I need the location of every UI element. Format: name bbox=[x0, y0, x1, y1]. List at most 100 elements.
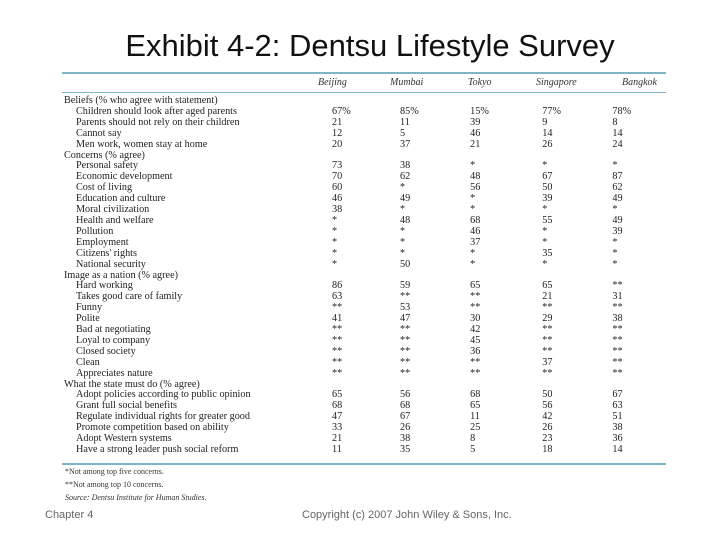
cell-value: 68 bbox=[332, 400, 343, 412]
cell-value: 86 bbox=[332, 280, 343, 292]
table-row: Moral civilization 38 * * * * bbox=[64, 204, 666, 216]
cell-value: ** bbox=[612, 367, 623, 379]
row-label: Regulate individual rights for greater g… bbox=[76, 411, 250, 423]
cell-value: 24 bbox=[612, 138, 623, 150]
cell-value: * bbox=[332, 247, 338, 259]
cell-value: 50 bbox=[400, 258, 411, 270]
section-label: Beliefs (% who agree with statement) bbox=[64, 95, 218, 106]
cell-value: * bbox=[332, 214, 338, 226]
table-row: Adopt Western systems 21 38 8 23 36 bbox=[64, 433, 666, 445]
cell-value: 63 bbox=[332, 291, 343, 303]
table-row: Parents should not rely on their childre… bbox=[64, 116, 666, 129]
cell-value: 45 bbox=[470, 334, 481, 346]
cell-value: 39 bbox=[542, 193, 553, 205]
cell-value: 41 bbox=[332, 313, 343, 325]
cell-value: 67 bbox=[612, 389, 623, 401]
cell-value: 23 bbox=[542, 433, 553, 445]
cell-value: 48 bbox=[470, 171, 481, 183]
row-label: Cost of living bbox=[76, 182, 133, 194]
table-row: Education and culture 46 49 * 39 49 bbox=[64, 193, 666, 205]
column-header-bangkok: Bangkok bbox=[622, 77, 657, 88]
table-row: Have a strong leader push social reform 1… bbox=[64, 444, 666, 456]
cell-value: 12 bbox=[332, 127, 343, 139]
cell-value: ** bbox=[612, 356, 623, 368]
row-label: Moral civilization bbox=[76, 204, 150, 216]
cell-value: 5 bbox=[470, 444, 476, 455]
table-row: Clean ** ** ** 37 ** bbox=[64, 356, 666, 369]
row-label: Appreciates nature bbox=[76, 367, 153, 379]
cell-value: * bbox=[470, 247, 476, 259]
cell-value: 65 bbox=[332, 389, 343, 401]
cell-value: 50 bbox=[542, 182, 553, 194]
cell-value: * bbox=[470, 204, 476, 216]
table-row: Pollution * * 46 * 39 bbox=[64, 225, 666, 238]
cell-value bbox=[542, 271, 612, 282]
cell-value: 39 bbox=[470, 116, 481, 128]
cell-value bbox=[400, 271, 470, 282]
row-label: Citizens' rights bbox=[76, 247, 137, 259]
footnote-source: Source: Dentsu Institute for Human Studi… bbox=[65, 493, 207, 502]
cell-value: ** bbox=[612, 280, 623, 292]
cell-value: 53 bbox=[400, 302, 411, 314]
cell-value: 68 bbox=[400, 400, 411, 412]
cell-value: 35 bbox=[542, 247, 553, 259]
table-row: Grant full social benefits 68 68 65 56 63 bbox=[64, 400, 666, 412]
survey-table: Beliefs (% who agree with statement) Chil… bbox=[64, 95, 666, 456]
cell-value: * bbox=[400, 225, 406, 237]
section-row: What the state must do (% agree) bbox=[64, 379, 666, 391]
section-row: Concerns (% agree) bbox=[64, 150, 666, 162]
row-label: Grant full social benefits bbox=[76, 400, 177, 412]
row-label: Bad at negotiating bbox=[76, 324, 151, 336]
row-label: Employment bbox=[76, 236, 129, 248]
cell-value: 46 bbox=[332, 193, 343, 205]
cell-value: * bbox=[542, 258, 548, 270]
row-label: Health and welfare bbox=[76, 214, 154, 226]
column-header-singapore: Singapore bbox=[536, 77, 577, 88]
table-bottom-rule bbox=[62, 463, 666, 465]
cell-value: 56 bbox=[400, 389, 411, 401]
cell-value: 11 bbox=[470, 411, 480, 423]
cell-value: 67% bbox=[332, 105, 351, 117]
table-row: Cannot say 12 5 46 14 14 bbox=[64, 127, 666, 140]
cell-value: ** bbox=[332, 345, 343, 357]
cell-value bbox=[542, 380, 612, 391]
cell-value: * bbox=[400, 204, 406, 216]
cell-value bbox=[400, 151, 470, 162]
row-label: Parents should not rely on their childre… bbox=[76, 116, 240, 128]
row-label: Men work, women stay at home bbox=[76, 138, 208, 150]
cell-value: 11 bbox=[400, 116, 410, 128]
cell-value: 38 bbox=[612, 313, 623, 325]
cell-value: ** bbox=[332, 334, 343, 346]
cell-value: 8 bbox=[612, 116, 618, 128]
cell-value: 37 bbox=[470, 236, 481, 248]
cell-value: 51 bbox=[612, 411, 623, 423]
cell-value bbox=[470, 380, 542, 391]
row-label: Polite bbox=[76, 313, 100, 325]
cell-value: 39 bbox=[612, 225, 623, 237]
table-row: Economic development 70 62 48 67 87 bbox=[64, 171, 666, 183]
cell-value: ** bbox=[400, 356, 411, 368]
table-row: Closed society ** ** 36 ** ** bbox=[64, 345, 666, 358]
section-label: Image as a nation (% agree) bbox=[64, 269, 178, 281]
table-row: Employment * * 37 * * bbox=[64, 236, 666, 249]
cell-value: * bbox=[470, 160, 476, 172]
cell-value: ** bbox=[332, 356, 343, 368]
cell-value: 14 bbox=[612, 127, 623, 139]
cell-value: 49 bbox=[612, 214, 623, 226]
row-label: Promote competition based on ability bbox=[76, 422, 229, 434]
cell-value: * bbox=[400, 182, 406, 194]
row-label: Loyal to company bbox=[76, 334, 151, 346]
cell-value: 37 bbox=[542, 356, 553, 368]
cell-value: * bbox=[400, 247, 406, 259]
cell-value bbox=[542, 151, 612, 162]
cell-value: * bbox=[332, 225, 338, 237]
cell-value: 26 bbox=[542, 138, 553, 150]
row-label: Funny bbox=[76, 302, 103, 314]
cell-value: 48 bbox=[400, 214, 411, 226]
cell-value: * bbox=[612, 247, 618, 259]
row-label: National security bbox=[76, 258, 146, 270]
cell-value: 35 bbox=[400, 444, 411, 455]
table-row: Citizens' rights * * * 35 * bbox=[64, 247, 666, 260]
section-row: Image as a nation (% agree) bbox=[64, 269, 666, 282]
cell-value: ** bbox=[332, 324, 343, 336]
